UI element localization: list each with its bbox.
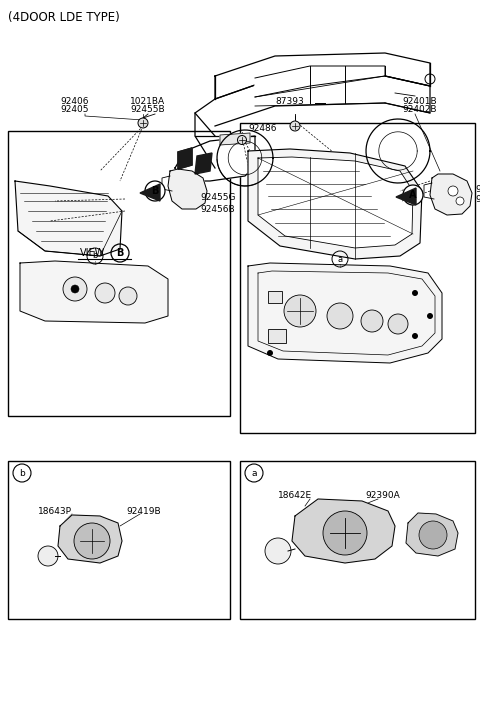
Text: 1021BA: 1021BA (130, 97, 165, 106)
Polygon shape (140, 184, 160, 201)
Circle shape (427, 313, 433, 319)
Text: a: a (337, 255, 343, 264)
Polygon shape (58, 515, 122, 563)
Circle shape (412, 290, 418, 296)
Circle shape (267, 350, 273, 356)
Text: 18642E: 18642E (278, 491, 312, 501)
Circle shape (119, 287, 137, 305)
FancyBboxPatch shape (268, 329, 286, 343)
Text: 92390A: 92390A (365, 491, 400, 501)
Polygon shape (178, 148, 192, 169)
Circle shape (95, 283, 115, 303)
Text: 92419B: 92419B (126, 506, 161, 515)
Circle shape (419, 521, 447, 549)
Polygon shape (215, 53, 430, 99)
Polygon shape (178, 148, 192, 169)
Polygon shape (175, 136, 255, 181)
Text: B: B (116, 248, 124, 258)
Circle shape (238, 136, 247, 144)
Text: 87393: 87393 (275, 97, 304, 106)
Circle shape (38, 546, 58, 566)
FancyBboxPatch shape (268, 291, 282, 303)
Circle shape (284, 295, 316, 327)
Text: VIEW: VIEW (80, 248, 105, 258)
Polygon shape (248, 263, 442, 363)
Circle shape (327, 303, 353, 329)
Circle shape (138, 118, 148, 128)
Circle shape (145, 181, 165, 201)
Text: A: A (409, 190, 417, 200)
Circle shape (63, 277, 87, 301)
Circle shape (361, 310, 383, 332)
Text: 92405: 92405 (60, 105, 88, 114)
Polygon shape (248, 149, 422, 259)
Text: B: B (151, 186, 159, 196)
Text: 92455G: 92455G (200, 193, 236, 203)
Polygon shape (406, 513, 458, 556)
Circle shape (412, 333, 418, 339)
FancyBboxPatch shape (240, 461, 475, 619)
Text: 18643P: 18643P (38, 506, 72, 515)
FancyBboxPatch shape (240, 123, 475, 433)
Circle shape (388, 314, 408, 334)
Circle shape (323, 511, 367, 555)
Circle shape (74, 523, 110, 559)
Polygon shape (20, 261, 168, 323)
Polygon shape (195, 153, 212, 174)
Text: (4DOOR LDE TYPE): (4DOOR LDE TYPE) (8, 11, 120, 24)
Circle shape (71, 285, 79, 293)
Text: 92402B: 92402B (402, 105, 436, 114)
Text: 92456A: 92456A (475, 196, 480, 205)
Polygon shape (255, 66, 385, 97)
Circle shape (456, 197, 464, 205)
Polygon shape (220, 133, 250, 145)
Text: 92456B: 92456B (200, 205, 235, 213)
FancyBboxPatch shape (8, 461, 230, 619)
Text: b: b (19, 469, 25, 478)
Polygon shape (258, 157, 413, 248)
Text: 92406: 92406 (60, 97, 88, 106)
Polygon shape (396, 188, 416, 205)
FancyBboxPatch shape (8, 131, 230, 416)
Polygon shape (15, 181, 122, 256)
Text: 92486: 92486 (248, 124, 276, 133)
Circle shape (290, 121, 300, 131)
Circle shape (448, 186, 458, 196)
Text: 92401B: 92401B (402, 97, 437, 106)
Polygon shape (430, 174, 472, 215)
Text: a: a (251, 469, 257, 478)
Text: 92455E: 92455E (475, 184, 480, 193)
Text: 92455B: 92455B (130, 105, 165, 114)
Circle shape (265, 538, 291, 564)
Circle shape (403, 185, 423, 205)
Polygon shape (215, 76, 430, 126)
Polygon shape (168, 169, 207, 209)
Text: b: b (92, 252, 98, 260)
Polygon shape (292, 499, 395, 563)
